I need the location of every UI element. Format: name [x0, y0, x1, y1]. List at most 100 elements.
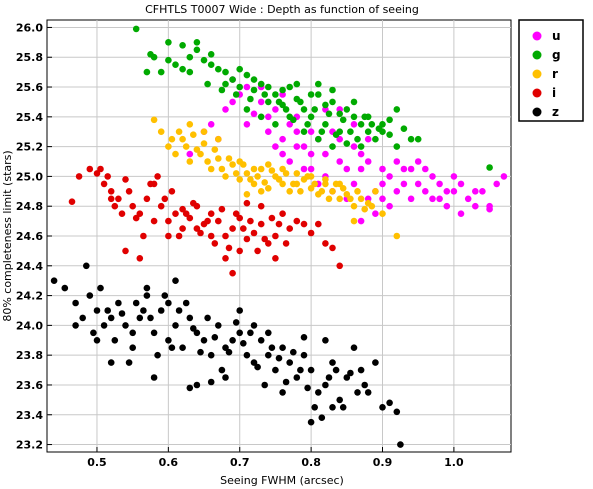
data-point: [107, 314, 115, 322]
data-point: [429, 173, 436, 180]
data-point: [279, 389, 286, 396]
data-point: [229, 76, 236, 83]
data-point: [118, 210, 126, 217]
y-tick-label: 24.2: [16, 290, 43, 303]
data-point: [400, 180, 408, 188]
data-point: [318, 128, 326, 135]
data-point: [297, 98, 304, 106]
data-point: [297, 366, 304, 374]
data-point: [357, 366, 365, 374]
data-point: [414, 158, 422, 165]
data-point: [225, 244, 233, 252]
data-point: [393, 232, 401, 240]
data-point: [300, 165, 308, 173]
data-point: [190, 131, 197, 138]
data-point: [354, 389, 361, 396]
data-point: [293, 143, 301, 150]
data-point: [311, 180, 319, 188]
data-point: [500, 173, 508, 180]
data-point: [293, 217, 301, 225]
data-point: [215, 322, 222, 329]
data-point: [90, 329, 97, 337]
data-point: [182, 143, 190, 150]
data-point: [265, 329, 272, 337]
data-point: [140, 232, 147, 240]
data-point: [218, 205, 226, 213]
data-point: [457, 210, 465, 217]
data-point: [300, 334, 308, 341]
data-point: [207, 51, 215, 58]
data-point: [193, 46, 201, 54]
series-i: [68, 165, 344, 277]
data-point: [186, 68, 194, 76]
data-point: [372, 135, 379, 143]
data-point: [329, 244, 336, 252]
legend-marker-g: [532, 50, 542, 60]
data-point: [186, 384, 194, 392]
data-point: [272, 366, 279, 374]
data-point: [157, 68, 165, 76]
data-point: [215, 65, 222, 73]
data-point: [225, 155, 233, 162]
data-point: [422, 165, 429, 173]
data-point: [450, 188, 458, 195]
data-point: [190, 325, 197, 332]
data-point: [379, 165, 386, 173]
data-point: [150, 53, 158, 61]
data-point: [300, 106, 308, 113]
data-point: [322, 150, 329, 158]
data-point: [222, 374, 229, 381]
data-point: [307, 418, 315, 426]
data-point: [286, 188, 294, 195]
data-point: [154, 351, 161, 359]
x-tick-label: 0.5: [87, 456, 107, 469]
data-point: [304, 384, 311, 392]
data-point: [307, 150, 315, 158]
data-point: [132, 214, 140, 222]
data-point: [293, 80, 301, 88]
data-point: [243, 106, 251, 113]
data-point: [336, 158, 344, 165]
data-point: [336, 135, 344, 143]
data-point: [279, 344, 286, 352]
data-point: [157, 202, 165, 210]
data-point: [215, 135, 222, 143]
data-point: [165, 39, 172, 46]
data-point: [222, 344, 229, 352]
data-point: [175, 307, 183, 314]
data-point: [243, 170, 251, 177]
data-point: [368, 121, 376, 128]
data-point: [307, 185, 315, 192]
data-point: [339, 404, 347, 411]
legend-marker-u: [532, 31, 542, 41]
data-point: [207, 232, 215, 240]
data-point: [143, 68, 151, 76]
y-tick-label: 24.0: [16, 319, 43, 332]
data-point: [229, 337, 236, 344]
data-point: [211, 240, 219, 247]
data-point: [279, 180, 286, 188]
data-point: [243, 191, 251, 198]
data-point: [339, 116, 347, 124]
data-point: [493, 180, 501, 188]
data-point: [207, 121, 215, 128]
data-point: [265, 240, 272, 247]
data-point: [207, 61, 215, 68]
data-point: [307, 128, 315, 135]
data-point: [364, 135, 372, 143]
data-point: [315, 389, 322, 396]
data-point: [243, 71, 251, 79]
data-point: [100, 322, 108, 329]
data-point: [218, 366, 226, 374]
data-point: [247, 329, 254, 337]
legend-label-i: i: [552, 86, 556, 100]
data-point: [243, 351, 251, 359]
y-tick-label: 23.6: [16, 379, 43, 392]
data-point: [361, 113, 369, 121]
data-point: [350, 143, 358, 150]
data-point: [236, 83, 243, 91]
data-point: [486, 202, 493, 210]
data-point: [93, 337, 101, 344]
data-point: [182, 210, 190, 217]
data-point: [436, 195, 443, 203]
